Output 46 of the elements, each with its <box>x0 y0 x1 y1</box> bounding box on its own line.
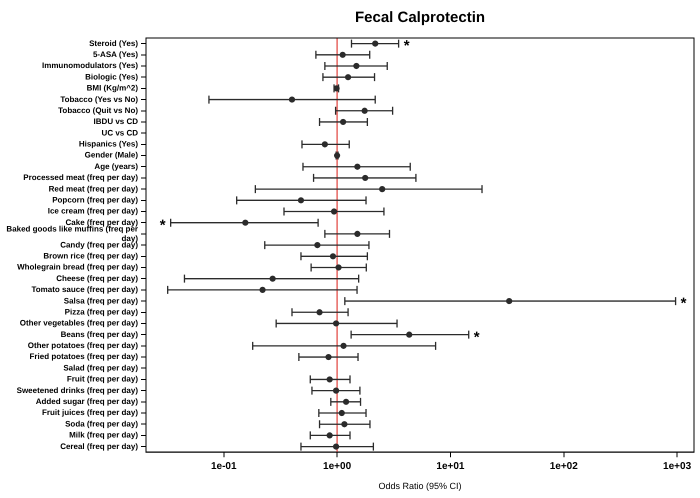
y-tick-label: Milk (freq per day) <box>69 430 138 440</box>
y-tick-label: 5-ASA (Yes) <box>92 50 138 59</box>
x-tick-label: 1e+00 <box>323 460 352 472</box>
annotation: * <box>404 38 410 55</box>
y-tick-label: Steroid (Yes) <box>89 38 138 48</box>
y-tick-label: Biologic (Yes) <box>85 72 138 82</box>
annotation: * <box>474 328 480 346</box>
y-tick-label: Hispanics (Yes) <box>78 140 138 149</box>
y-tick-label: Pizza (freq per day) <box>64 307 138 316</box>
x-tick-label: 1e+01 <box>436 460 465 472</box>
y-tick-label: Cheese (freq per day) <box>56 274 138 283</box>
y-tick-label: BMI (Kg/m^2) <box>86 84 138 93</box>
x-tick-label: 1e+03 <box>663 460 692 472</box>
y-tick-label: Red meat (freq per day) <box>48 184 138 194</box>
y-tick-label: Ice cream (freq per day) <box>48 206 138 216</box>
y-tick-label: Gender (Male) <box>84 150 138 160</box>
y-tick-label: Brown rice (freq per day) <box>43 252 138 260</box>
y-tick-label: UC vs CD <box>102 128 138 138</box>
y-tick-label: Popcorn (freq per day) <box>52 196 138 205</box>
annotation: * <box>680 295 687 312</box>
x-axis-title: Odds Ratio (95% CI) <box>378 481 462 492</box>
y-tick-label: Salsa (freq per day) <box>64 296 138 306</box>
y-tick-label: Added sugar (freq per day) <box>36 397 138 406</box>
y-tick-label: Other vegetables (freq per day) <box>20 318 138 328</box>
y-tick-label: Cereal (freq per day) <box>60 442 138 451</box>
y-tick-label: Tobacco (Quit vs No) <box>58 106 138 115</box>
y-tick-label: Tobacco (Yes vs No) <box>60 94 138 104</box>
annotation: * <box>160 216 166 234</box>
y-tick-label: Tomato sauce (freq per day) <box>31 285 138 294</box>
y-tick-label: Other potatoes (freq per day) <box>28 341 138 350</box>
x-tick-label: 1e+02 <box>550 460 578 472</box>
y-tick-label: Fruit (freq per day) <box>66 374 138 384</box>
y-tick-label: Soda (freq per day) <box>65 419 138 428</box>
x-tick-label: 1e-01 <box>210 460 237 472</box>
y-tick-label: Fried potatoes (freq per day) <box>30 352 138 362</box>
y-tick-label: Salad (freq per day) <box>63 363 138 372</box>
y-tick-label: Candy (freq per day) <box>60 240 138 250</box>
chart-title: Fecal Calprotectin <box>354 9 486 26</box>
y-tick-label: Fruit juices (freq per day) <box>42 408 138 418</box>
y-tick-label: Processed meat (freq per day) <box>23 173 138 182</box>
y-tick-label: Immunomodulators (Yes) <box>42 61 138 70</box>
y-tick-label: Wholegrain bread (freq per day) <box>17 262 138 272</box>
y-tick-label: Age (years) <box>94 162 138 171</box>
y-tick-label: IBDU vs CD <box>94 117 138 126</box>
y-tick-label: Beans (freq per day) <box>60 330 138 339</box>
y-tick-label: Sweetened drinks (freq per day) <box>16 386 138 395</box>
